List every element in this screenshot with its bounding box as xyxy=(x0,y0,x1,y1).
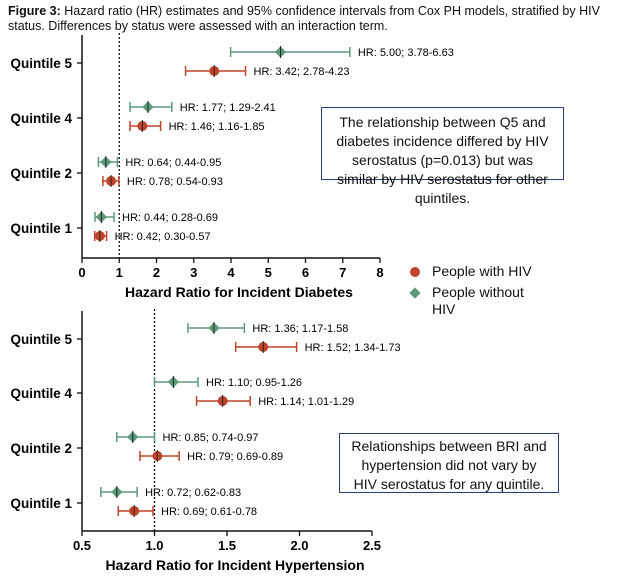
diabetes-note-text: The relationship between Q5 and diabetes… xyxy=(336,114,549,206)
diabetes-x-tick-label: 4 xyxy=(227,265,235,280)
diabetes-x-tick-label: 5 xyxy=(265,265,272,280)
diabetes-x-tick-label: 6 xyxy=(302,265,309,280)
diabetes-hr-label: HR: 1.46; 1.16-1.85 xyxy=(169,121,265,133)
legend: People with HIV People without HIV xyxy=(409,263,540,322)
hypertension-x-axis-title: Hazard Ratio for Incident Hypertension xyxy=(105,557,364,573)
diabetes-hr-label: HR: 0.78; 0.54-0.93 xyxy=(127,176,223,188)
legend-hiv-marker xyxy=(410,267,420,277)
legend-item-hiv: People with HIV xyxy=(410,263,540,280)
hypertension-hr-label: HR: 1.52; 1.34-1.73 xyxy=(305,342,401,354)
hypertension-category-label: Quintile 2 xyxy=(10,441,72,456)
diabetes-category-label: Quintile 1 xyxy=(10,221,72,236)
diabetes-hr-label: HR: 0.44; 0.28-0.69 xyxy=(122,212,218,224)
hypertension-hr-label: HR: 0.69; 0.61-0.78 xyxy=(161,506,257,518)
legend-no-hiv-label: People without HIV xyxy=(432,284,524,317)
diabetes-hr-label: HR: 1.77; 1.29-2.41 xyxy=(180,102,276,114)
hypertension-note-box: Relationships between BRI and hypertensi… xyxy=(339,433,559,493)
hypertension-hr-label: HR: 0.79; 0.69-0.89 xyxy=(187,451,283,463)
hypertension-hr-label: HR: 0.85; 0.74-0.97 xyxy=(163,432,259,444)
diabetes-hr-label: HR: 5.00; 3.78-6.63 xyxy=(358,47,454,59)
diabetes-x-tick-label: 8 xyxy=(376,265,383,280)
hypertension-x-tick-label: 2.5 xyxy=(363,538,381,553)
diabetes-hr-label: HR: 0.42; 0.30-0.57 xyxy=(115,231,211,243)
figure-label: Figure 3: xyxy=(8,4,61,18)
hypertension-x-tick-label: 0.5 xyxy=(73,538,91,553)
diabetes-note-box: The relationship between Q5 and diabetes… xyxy=(321,107,564,206)
legend-item-no-hiv: People without HIV xyxy=(409,284,540,318)
hypertension-x-tick-label: 1.5 xyxy=(218,538,236,553)
hypertension-category-label: Quintile 5 xyxy=(10,332,72,347)
diabetes-x-axis-title: Hazard Ratio for Incident Diabetes xyxy=(125,284,353,300)
hypertension-x-tick-label: 1.0 xyxy=(145,538,163,553)
hypertension-hr-label: HR: 1.10; 0.95-1.26 xyxy=(206,377,302,389)
diabetes-category-label: Quintile 2 xyxy=(10,166,72,181)
hypertension-category-label: Quintile 4 xyxy=(10,386,72,401)
diabetes-category-label: Quintile 5 xyxy=(10,56,72,71)
diabetes-x-tick-label: 3 xyxy=(190,265,197,280)
hypertension-x-tick-label: 2.0 xyxy=(290,538,308,553)
legend-no-hiv-marker xyxy=(409,287,421,299)
hypertension-note-text: Relationships between BRI and hypertensi… xyxy=(351,438,547,492)
diabetes-x-tick-label: 0 xyxy=(78,265,85,280)
hypertension-category-label: Quintile 1 xyxy=(10,496,72,511)
diabetes-category-label: Quintile 4 xyxy=(10,111,72,126)
hypertension-hr-label: HR: 1.36; 1.17-1.58 xyxy=(252,323,348,335)
figure-caption-text: Hazard ratio (HR) estimates and 95% conf… xyxy=(8,4,600,33)
diabetes-x-tick-label: 1 xyxy=(116,265,123,280)
hypertension-hr-label: HR: 0.72; 0.62-0.83 xyxy=(145,487,241,499)
diabetes-hr-label: HR: 3.42; 2.78-4.23 xyxy=(254,66,350,78)
hypertension-hr-label: HR: 1.14; 1.01-1.29 xyxy=(258,396,354,408)
legend-hiv-label: People with HIV xyxy=(432,263,532,279)
diabetes-x-tick-label: 7 xyxy=(339,265,346,280)
diabetes-x-tick-label: 2 xyxy=(153,265,160,280)
figure-caption: Figure 3: Hazard ratio (HR) estimates an… xyxy=(8,4,620,34)
diabetes-hr-label: HR: 0.64; 0.44-0.95 xyxy=(125,157,221,169)
